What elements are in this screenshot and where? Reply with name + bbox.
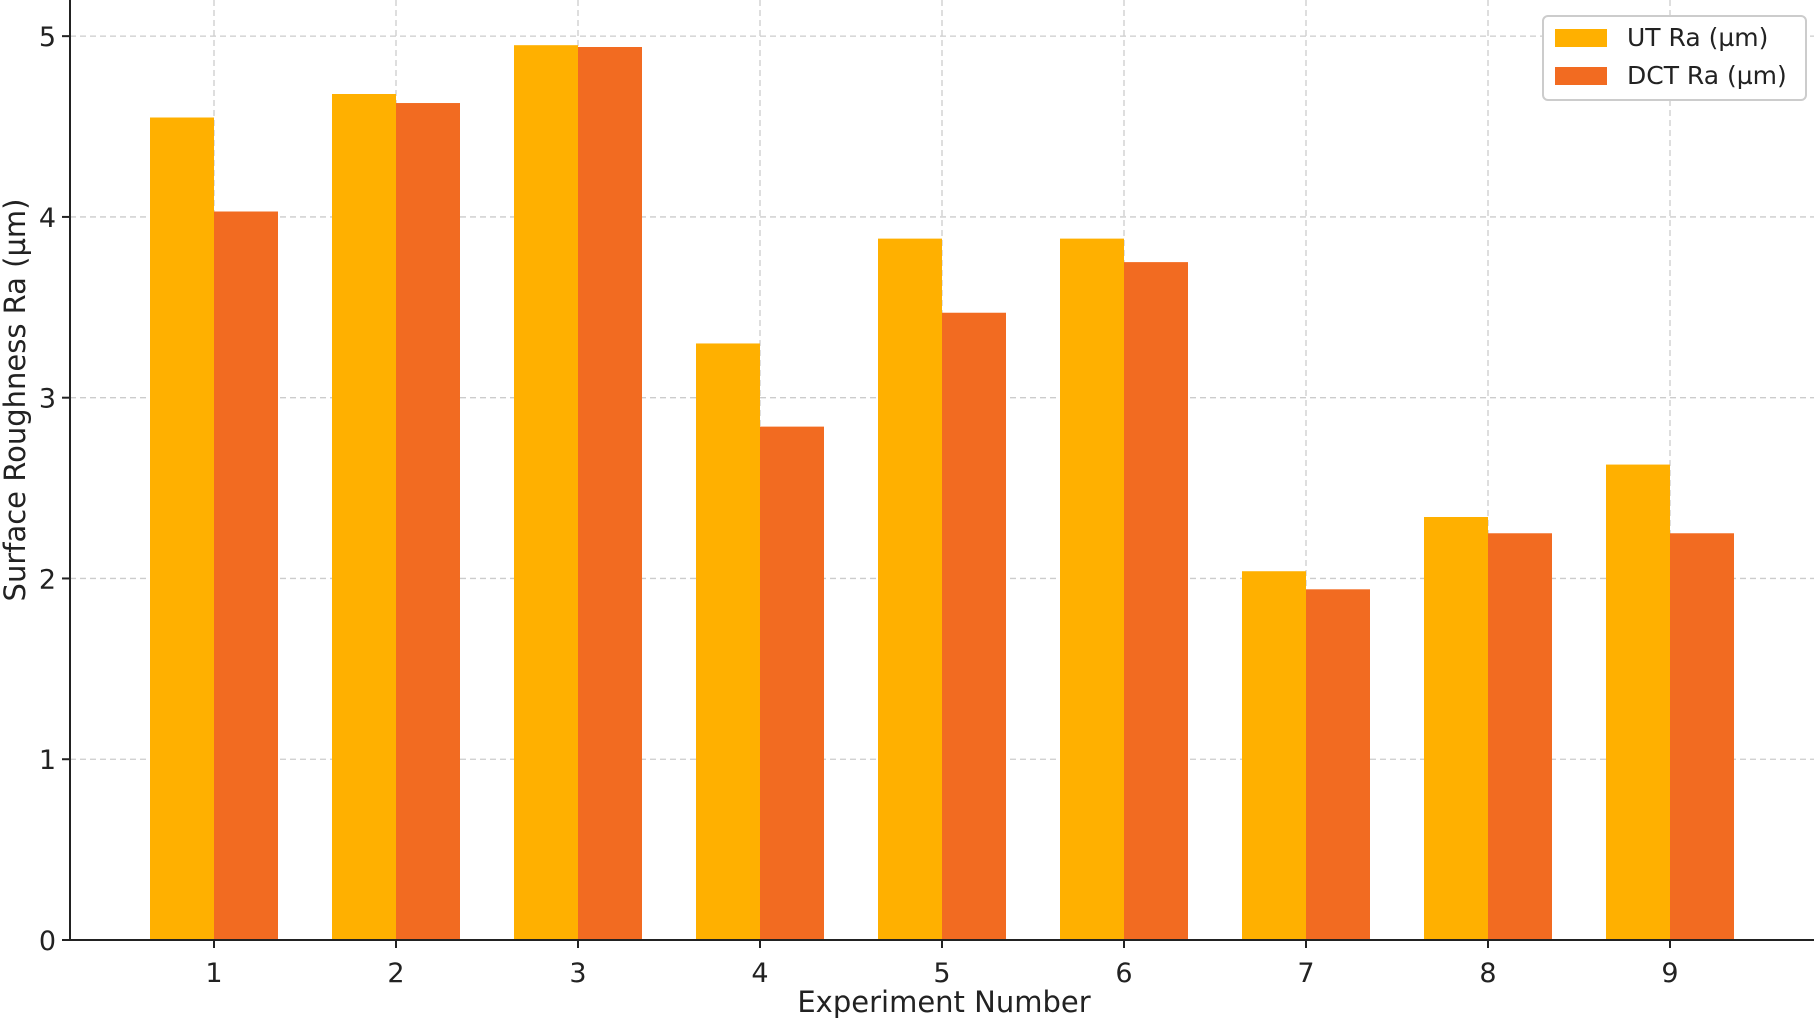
x-axis-label: Experiment Number — [797, 985, 1090, 1019]
x-tick-label: 4 — [751, 958, 768, 989]
bar-dct-1 — [214, 211, 278, 940]
bar-dct-9 — [1670, 533, 1734, 940]
legend: UT Ra (µm) DCT Ra (µm) — [1542, 15, 1807, 101]
bar-ut-8 — [1424, 517, 1488, 940]
bar-ut-1 — [150, 117, 214, 940]
x-tick-label: 9 — [1661, 958, 1678, 989]
y-tick-label: 2 — [39, 564, 56, 595]
legend-box — [1542, 15, 1807, 101]
legend-swatch-ut — [1555, 29, 1607, 47]
legend-label-dct: DCT Ra (µm) — [1627, 61, 1787, 90]
bar-ut-7 — [1242, 571, 1306, 940]
bar-dct-4 — [760, 426, 824, 941]
x-tick-label: 2 — [387, 958, 404, 989]
bar-ut-6 — [1060, 238, 1124, 941]
y-tick-label: 5 — [39, 22, 56, 53]
y-tick-label: 0 — [39, 926, 56, 957]
bar-dct-2 — [396, 103, 460, 941]
x-tick-label: 6 — [1115, 958, 1132, 989]
y-axis-label: Surface Roughness Ra (µm) — [0, 199, 32, 602]
bar-dct-6 — [1124, 262, 1188, 941]
bars — [150, 45, 1734, 941]
bar-ut-4 — [696, 343, 760, 940]
x-tick-label: 3 — [569, 958, 586, 989]
y-tick-label: 4 — [39, 203, 56, 234]
x-tick-label: 1 — [205, 958, 222, 989]
bar-dct-5 — [942, 312, 1006, 940]
tick-labels: 0 1 2 3 4 5 1 2 3 4 5 6 7 8 9 — [39, 22, 1679, 989]
bar-dct-3 — [578, 47, 642, 940]
x-tick-label: 7 — [1297, 958, 1314, 989]
bar-ut-9 — [1606, 464, 1670, 940]
legend-label-ut: UT Ra (µm) — [1627, 23, 1768, 52]
legend-swatch-dct — [1555, 67, 1607, 85]
bar-dct-8 — [1488, 533, 1552, 940]
bar-dct-7 — [1306, 589, 1370, 940]
bar-ut-2 — [332, 94, 396, 940]
bar-ut-5 — [878, 238, 942, 941]
x-tick-label: 8 — [1479, 958, 1496, 989]
y-tick-label: 1 — [39, 745, 56, 776]
y-tick-label: 3 — [39, 384, 56, 415]
x-tick-label: 5 — [933, 958, 950, 989]
bar-ut-3 — [514, 45, 578, 940]
